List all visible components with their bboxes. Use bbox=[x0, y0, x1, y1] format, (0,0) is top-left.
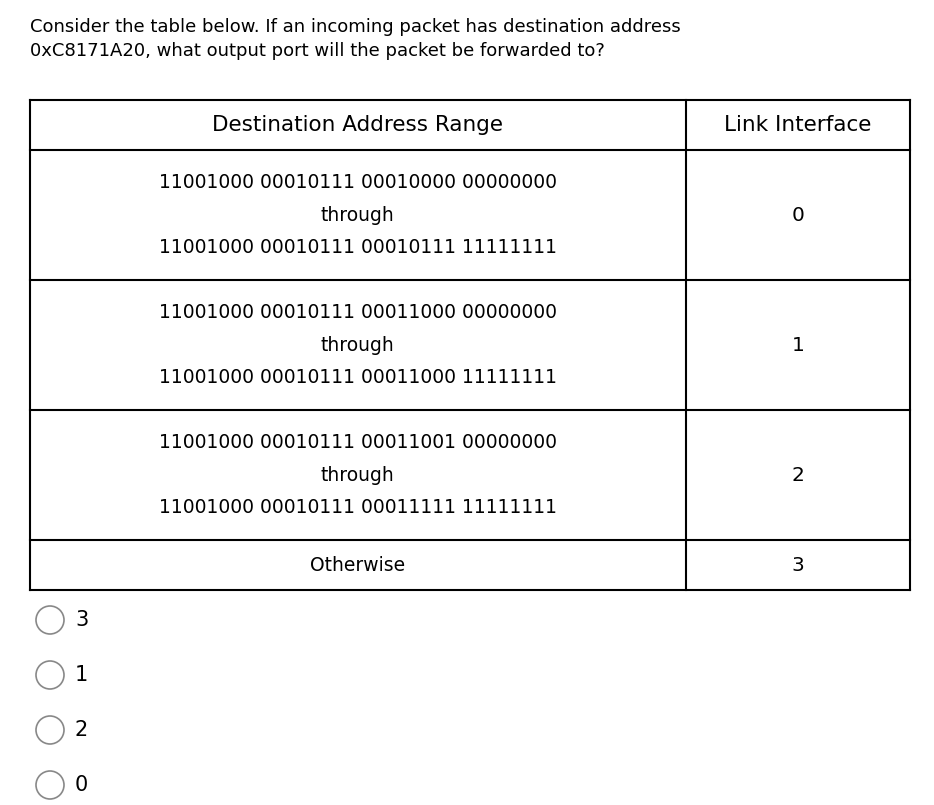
Text: 11001000 00010111 00011001 00000000: 11001000 00010111 00011001 00000000 bbox=[159, 433, 557, 452]
Text: 11001000 00010111 00010111 11111111: 11001000 00010111 00010111 11111111 bbox=[159, 238, 557, 257]
Text: 1: 1 bbox=[75, 665, 88, 685]
Text: 3: 3 bbox=[791, 555, 804, 575]
Text: Destination Address Range: Destination Address Range bbox=[212, 115, 503, 135]
Text: 2: 2 bbox=[791, 465, 804, 485]
Text: 0xC8171A20, what output port will the packet be forwarded to?: 0xC8171A20, what output port will the pa… bbox=[30, 42, 605, 60]
Text: Link Interface: Link Interface bbox=[724, 115, 871, 135]
Text: Consider the table below. If an incoming packet has destination address: Consider the table below. If an incoming… bbox=[30, 18, 681, 36]
Text: 0: 0 bbox=[791, 205, 804, 225]
Text: 11001000 00010111 00010000 00000000: 11001000 00010111 00010000 00000000 bbox=[159, 173, 557, 192]
Text: 11001000 00010111 00011000 00000000: 11001000 00010111 00011000 00000000 bbox=[159, 303, 557, 322]
Text: through: through bbox=[321, 465, 395, 485]
Text: through: through bbox=[321, 336, 395, 354]
Text: 0: 0 bbox=[75, 775, 88, 795]
Text: 3: 3 bbox=[75, 610, 88, 630]
Text: 11001000 00010111 00011111 11111111: 11001000 00010111 00011111 11111111 bbox=[159, 498, 557, 517]
Text: through: through bbox=[321, 205, 395, 225]
Text: 2: 2 bbox=[75, 720, 88, 740]
Text: Otherwise: Otherwise bbox=[310, 555, 405, 575]
Text: 11001000 00010111 00011000 11111111: 11001000 00010111 00011000 11111111 bbox=[159, 368, 557, 387]
Text: 1: 1 bbox=[791, 336, 804, 354]
